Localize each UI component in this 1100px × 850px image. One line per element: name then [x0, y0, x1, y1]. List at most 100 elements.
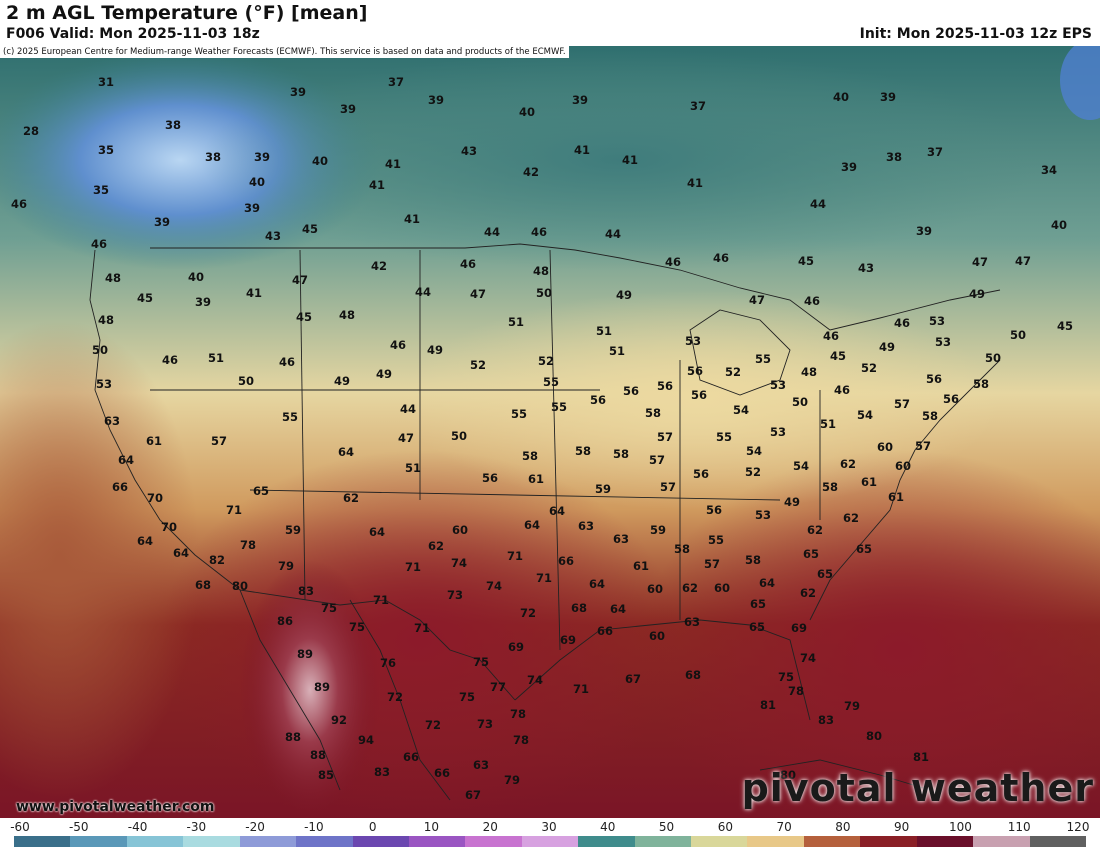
temperature-value: 46: [162, 353, 178, 367]
temperature-value: 53: [685, 334, 701, 348]
temperature-value: 50: [792, 395, 808, 409]
temperature-value: 35: [93, 183, 109, 197]
temperature-value: 60: [895, 459, 911, 473]
east-coast: [809, 359, 1001, 621]
temperature-value: 47: [470, 287, 486, 301]
temperature-value: 58: [522, 449, 538, 463]
copyright-notice: (c) 2025 European Centre for Medium-rang…: [0, 46, 569, 58]
temperature-value: 46: [713, 251, 729, 265]
colorbar-label: 90: [894, 820, 910, 834]
temperature-value: 63: [613, 532, 629, 546]
temperature-value: 64: [338, 445, 354, 459]
cold-air-northeast: [1060, 46, 1100, 120]
temperature-value: 53: [929, 314, 945, 328]
baja-hot-region: [240, 560, 380, 818]
temperature-value: 56: [687, 364, 703, 378]
temperature-value: 76: [380, 656, 396, 670]
colorbar-label: 40: [600, 820, 616, 834]
temperature-value: 48: [801, 365, 817, 379]
temperature-value: 49: [376, 367, 392, 381]
temperature-value: 68: [195, 578, 211, 592]
temperature-value: 55: [755, 352, 771, 366]
temperature-value: 45: [1057, 319, 1073, 333]
colorbar-segment: [521, 836, 579, 847]
temperature-value: 44: [400, 402, 416, 416]
temperature-value: 43: [461, 144, 477, 158]
colorbar-segment: [126, 836, 184, 847]
temperature-value: 54: [793, 459, 809, 473]
temperature-value: 51: [208, 351, 224, 365]
temperature-value: 79: [844, 699, 860, 713]
colorbar-segment: [634, 836, 692, 847]
temperature-value: 71: [536, 571, 552, 585]
temperature-value: 88: [310, 748, 326, 762]
temperature-value: 41: [404, 212, 420, 226]
colorbar-segment: [691, 836, 748, 847]
temperature-value: 55: [282, 410, 298, 424]
temperature-value: 56: [693, 467, 709, 481]
temperature-value: 39: [195, 295, 211, 309]
temperature-value: 74: [486, 579, 502, 593]
temperature-value: 57: [660, 480, 676, 494]
temperature-value: 63: [473, 758, 489, 772]
colorbar-segment: [408, 836, 466, 847]
temperature-value: 81: [760, 698, 776, 712]
temperature-value: 58: [674, 542, 690, 556]
temperature-value: 70: [147, 491, 163, 505]
colorbar-segment: [803, 836, 861, 847]
temperature-value: 68: [685, 668, 701, 682]
temperature-value: 40: [312, 154, 328, 168]
cuba-outline: [759, 759, 931, 791]
temperature-value: 64: [549, 504, 565, 518]
temperature-value: 46: [665, 255, 681, 269]
temperature-value: 89: [314, 680, 330, 694]
temperature-value: 77: [490, 680, 506, 694]
temperature-value: 34: [1041, 163, 1057, 177]
temperature-value: 39: [340, 102, 356, 116]
temperature-value: 67: [625, 672, 641, 686]
temperature-value: 38: [165, 118, 181, 132]
temperature-value: 73: [477, 717, 493, 731]
temperature-value: 50: [451, 429, 467, 443]
temperature-value: 65: [817, 567, 833, 581]
temperature-value: 65: [253, 484, 269, 498]
colorbar-label: 30: [541, 820, 557, 834]
temperature-value: 46: [460, 257, 476, 271]
temperature-value: 44: [605, 227, 621, 241]
temperature-value: 66: [558, 554, 574, 568]
temperature-value: 51: [609, 344, 625, 358]
temperature-map[interactable]: 31 28 35 35 46 37 39 39 39 39 37 40 39 38 38 39 40 41 43 40…: [0, 46, 1100, 818]
colorbar-label: 10: [423, 820, 440, 834]
website-link[interactable]: www.pivotalweather.com: [16, 799, 215, 815]
temperature-value: 67: [465, 788, 481, 802]
temperature-value: 71: [373, 593, 389, 607]
colorbar-label: 110: [1007, 820, 1031, 834]
temperature-value: 86: [277, 614, 293, 628]
colorbar-label: 70: [776, 820, 792, 834]
temperature-value: 46: [390, 338, 406, 352]
temperature-value: 58: [613, 447, 629, 461]
temperature-value: 41: [369, 178, 385, 192]
colorbar-label: 60: [717, 820, 733, 834]
temperature-value: 72: [387, 690, 403, 704]
colorbar-label: 0: [368, 820, 377, 834]
temperature-value: 43: [265, 229, 281, 243]
temperature-value: 65: [856, 542, 872, 556]
temperature-value: 64: [524, 518, 540, 532]
temperature-value: 65: [803, 547, 819, 561]
temperature-value: 35: [98, 143, 114, 157]
colorbar-segment: [578, 836, 635, 847]
init-time: Init: Mon 2025-11-03 12z EPS: [859, 26, 1092, 42]
temperature-value: 39: [880, 90, 896, 104]
colorbar-segment: [70, 836, 127, 847]
temperature-value: 94: [358, 733, 374, 747]
temperature-value: 59: [595, 482, 611, 496]
colorbar-label: 80: [835, 820, 851, 834]
temperature-value: 71: [507, 549, 523, 563]
temperature-value: 53: [755, 508, 771, 522]
temperature-value: 62: [682, 581, 698, 595]
temperature-value: 38: [205, 150, 221, 164]
state-line-6: [249, 489, 781, 501]
temperature-value: 49: [879, 340, 895, 354]
temperature-value: 40: [833, 90, 849, 104]
